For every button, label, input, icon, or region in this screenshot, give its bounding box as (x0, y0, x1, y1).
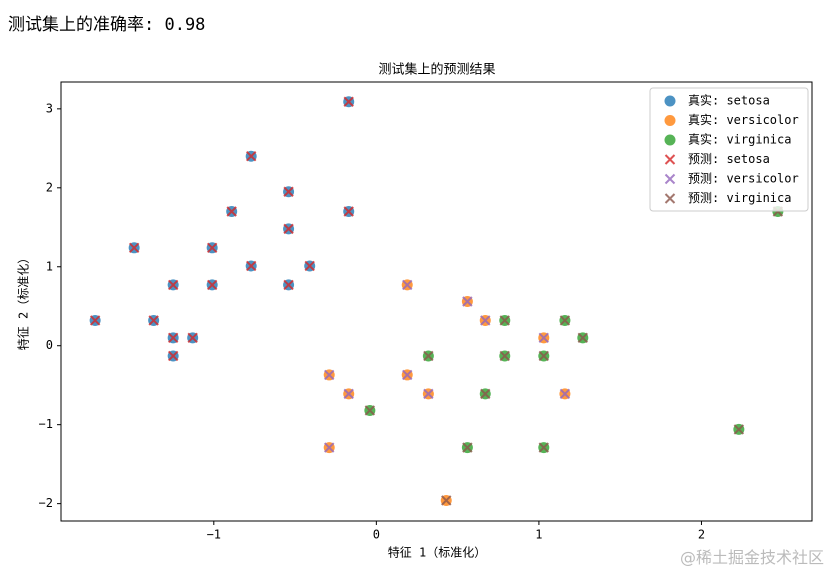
legend-label: 真实: setosa (688, 93, 770, 108)
x-axis-label: 特征 1（标准化） (388, 545, 486, 560)
y-axis-label: 特征 2（标准化） (16, 252, 31, 350)
y-tick-label: −1 (39, 417, 53, 431)
legend-marker (665, 135, 676, 146)
watermark: @稀土掘金技术社区 (680, 544, 824, 568)
legend-label: 真实: virginica (688, 132, 791, 147)
legend-label: 真实: versicolor (688, 112, 799, 127)
y-tick-label: 0 (46, 338, 53, 352)
x-tick-label: 2 (698, 528, 705, 542)
legend-marker (665, 96, 676, 107)
legend-label: 预测: setosa (688, 152, 770, 166)
y-tick-label: 1 (46, 259, 53, 273)
output-text: 测试集上的准确率: 0.98 (8, 10, 205, 35)
y-tick-label: 3 (46, 101, 53, 115)
x-tick-label: −1 (207, 528, 221, 542)
x-tick-label: 0 (373, 528, 380, 542)
y-tick-label: 2 (46, 180, 53, 194)
legend-label: 预测: virginica (688, 191, 791, 205)
x-tick-label: 1 (535, 528, 542, 542)
chart-title: 测试集上的预测结果 (378, 62, 495, 78)
legend-label: 预测: versicolor (688, 172, 799, 186)
y-tick-label: −2 (39, 496, 53, 510)
legend-marker (665, 115, 676, 126)
